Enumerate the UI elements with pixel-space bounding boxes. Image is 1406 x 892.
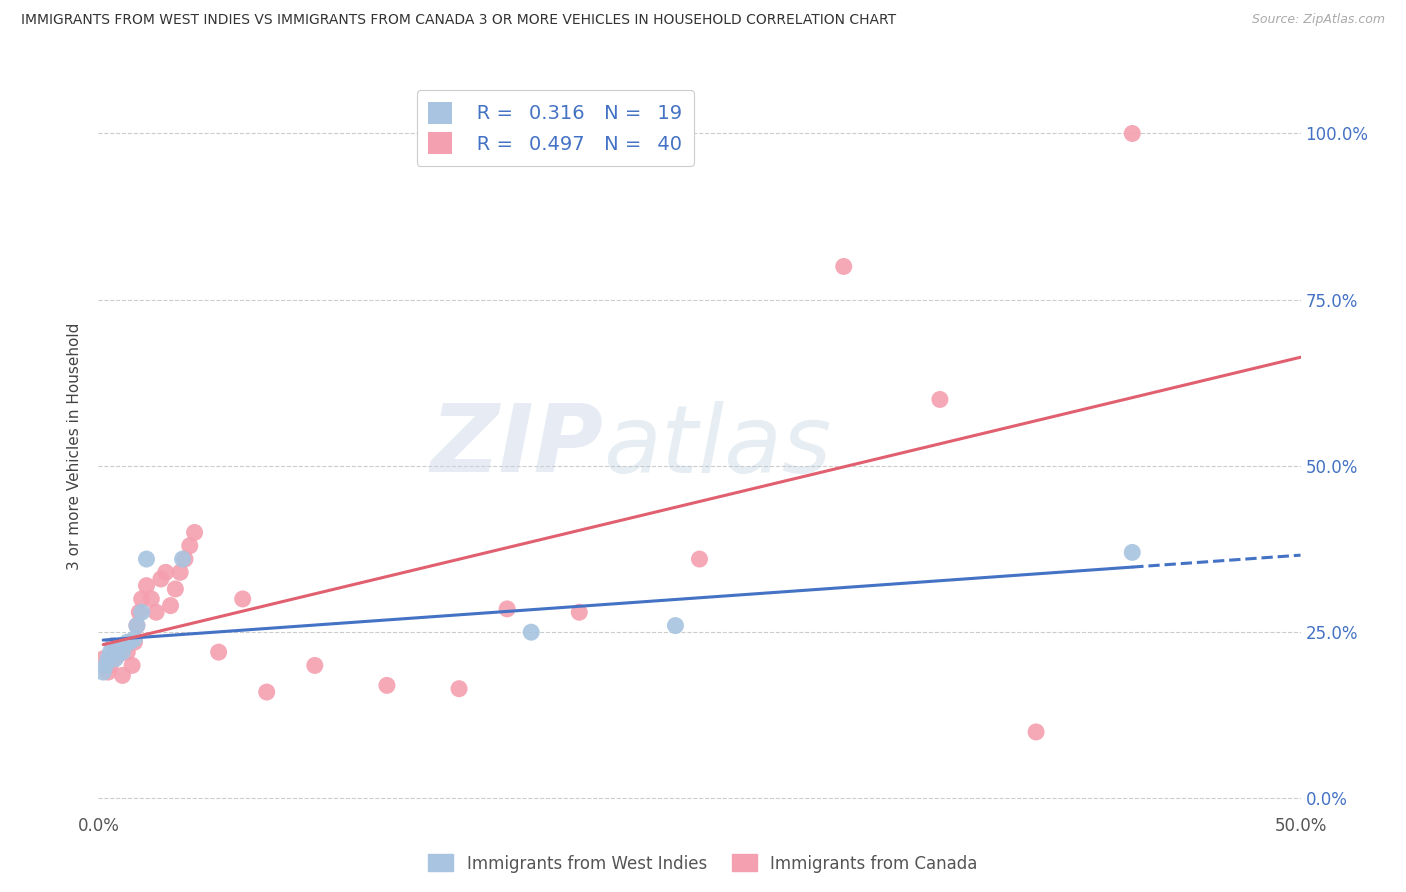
Point (101, 639, 124, 653)
Point (174, 552, 197, 566)
Point (375, 678, 398, 692)
Point (159, 599, 181, 613)
Point (496, 602, 519, 616)
Point (149, 572, 172, 586)
Legend: Immigrants from West Indies, Immigrants from Canada: Immigrants from West Indies, Immigrants … (422, 847, 984, 880)
Point (124, 635, 146, 649)
Point (118, 635, 141, 649)
Point (107, 645, 129, 659)
Point (689, 552, 711, 566)
Point (107, 648, 129, 663)
Text: ZIP: ZIP (430, 400, 603, 492)
Point (128, 605, 150, 619)
Point (1121, 127, 1143, 141)
Point (145, 605, 167, 619)
Point (101, 652, 124, 666)
Point (135, 552, 157, 566)
Point (179, 539, 201, 553)
Point (928, 392, 950, 407)
Point (125, 618, 148, 632)
Point (114, 639, 136, 653)
Point (104, 645, 127, 659)
Point (104, 652, 127, 666)
Point (108, 645, 131, 659)
Point (664, 618, 686, 632)
Y-axis label: 3 or more Vehicles in Household: 3 or more Vehicles in Household (67, 322, 83, 570)
Legend:  R =  0.316  N =  19,  R =  0.497  N =  40: R = 0.316 N = 19, R = 0.497 N = 40 (416, 90, 695, 166)
Point (100, 645, 122, 659)
Point (520, 625, 543, 640)
Point (91, 665, 114, 679)
Point (155, 566, 177, 580)
Point (1121, 545, 1143, 559)
Point (568, 605, 591, 619)
Point (117, 645, 139, 659)
Point (131, 605, 153, 619)
Point (1025, 725, 1047, 739)
Point (169, 566, 191, 580)
Point (118, 635, 141, 649)
Text: Source: ZipAtlas.com: Source: ZipAtlas.com (1251, 13, 1385, 27)
Point (165, 582, 187, 596)
Point (304, 658, 326, 673)
Point (232, 591, 254, 606)
Point (117, 635, 139, 649)
Text: IMMIGRANTS FROM WEST INDIES VS IMMIGRANTS FROM CANADA 3 OR MORE VEHICLES IN HOUS: IMMIGRANTS FROM WEST INDIES VS IMMIGRANT… (21, 13, 896, 28)
Point (183, 525, 205, 540)
Point (172, 552, 194, 566)
Point (91, 652, 114, 666)
Point (447, 681, 470, 696)
Point (208, 645, 231, 659)
Point (141, 591, 163, 606)
Point (97, 652, 120, 666)
Point (111, 668, 134, 682)
Point (94, 658, 117, 673)
Point (131, 591, 153, 606)
Point (832, 260, 855, 274)
Point (111, 645, 134, 659)
Point (124, 632, 146, 646)
Point (97, 665, 120, 679)
Point (100, 658, 122, 673)
Point (135, 579, 157, 593)
Point (108, 639, 131, 653)
Point (125, 618, 148, 632)
Text: atlas: atlas (603, 401, 831, 491)
Point (256, 685, 278, 699)
Point (121, 658, 143, 673)
